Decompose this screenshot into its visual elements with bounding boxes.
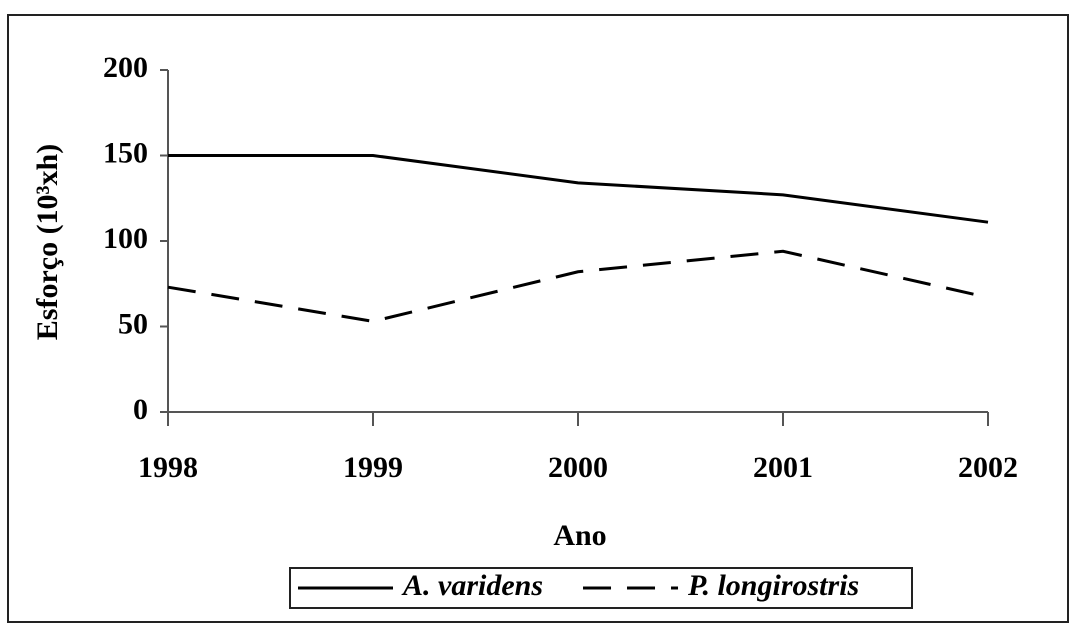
series-line [168,154,989,224]
series-line [167,249,989,323]
y-tick-label: 50 [118,307,148,340]
legend-box [289,567,913,609]
y-tick-label: 200 [103,51,148,84]
legend-label: A. varidens [401,569,543,602]
y-tick-label: 150 [103,136,148,169]
legend-label: P. longirostris [687,569,859,602]
x-tick-label: 1999 [343,451,403,484]
y-tick-label: 100 [103,222,148,255]
frame [7,14,1069,623]
x-tick-label: 2000 [548,451,608,484]
y-axis-title: Esforço (10³xh) [31,144,64,340]
x-tick-label: 2001 [753,451,813,484]
x-tick-label: 1998 [138,451,198,484]
y-tick-label: 0 [133,393,148,426]
x-tick-label: 2002 [958,451,1018,484]
x-axis-title: Ano [553,519,606,552]
